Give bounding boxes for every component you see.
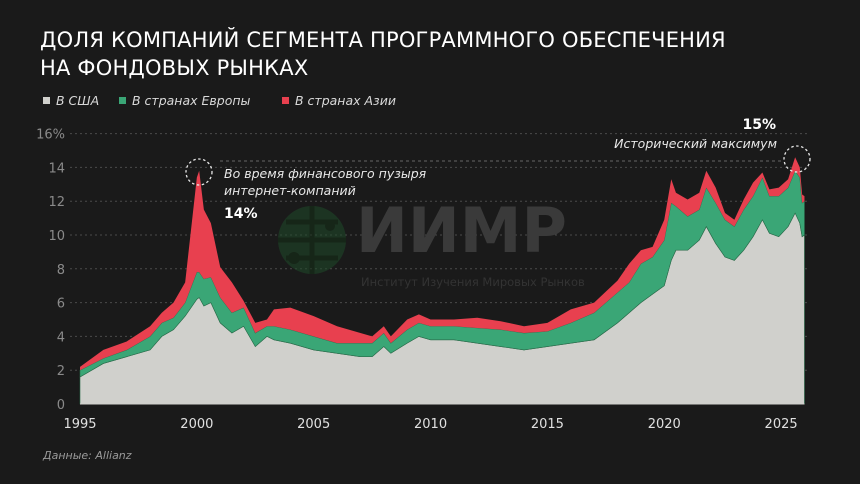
dotcom-annotation-line-2: интернет-компаний (224, 183, 356, 198)
watermark-logo-text: ИИМР (356, 194, 567, 267)
y-tick-label: 14 (48, 161, 65, 176)
legend-swatch-europe (119, 97, 126, 104)
x-axis: 1995 2000 2005 2010 2015 2020 2025 (63, 417, 797, 432)
y-tick-label: 12 (48, 195, 65, 210)
historic-max-value: 15% (742, 117, 776, 133)
chart-title-line-1: ДОЛЯ КОМПАНИЙ СЕГМЕНТА ПРОГРАММНОГО ОБЕС… (40, 27, 726, 52)
x-tick-label: 2025 (765, 417, 798, 432)
y-axis: 0 2 4 6 8 10 12 14 16% (36, 128, 65, 413)
annotation-max: 15% Исторический максимум (614, 117, 811, 173)
x-tick-label: 2000 (180, 417, 213, 432)
x-tick-label: 2015 (531, 417, 564, 432)
legend-swatch-us (43, 97, 50, 104)
legend-label-us: В США (56, 93, 99, 108)
legend-label-asia: В странах Азии (295, 93, 396, 108)
y-tick-label: 0 (57, 398, 65, 413)
historic-max-marker (783, 145, 811, 173)
x-tick-label: 2010 (414, 417, 447, 432)
source-note: Данные: Allianz (42, 449, 132, 462)
dotcom-annotation-value: 14% (224, 206, 258, 222)
y-tick-label: 4 (57, 330, 65, 345)
x-tick-label: 1995 (63, 417, 96, 432)
x-tick-label: 2005 (297, 417, 330, 432)
annotation-dotcom: Во время финансового пузыря интернет-ком… (185, 158, 783, 222)
y-tick-label: 2 (57, 364, 65, 379)
dotcom-peak-marker (185, 158, 213, 186)
chart-title-line-2: НА ФОНДОВЫХ РЫНКАХ (40, 56, 308, 80)
watermark: ИИМР Институт Изучения Мировых Рынков (278, 194, 585, 289)
globe-icon (278, 206, 346, 274)
watermark-subtitle: Институт Изучения Мировых Рынков (361, 275, 585, 289)
x-tick-label: 2020 (648, 417, 681, 432)
historic-max-label: Исторический максимум (614, 136, 777, 151)
legend-label-europe: В странах Европы (132, 93, 251, 108)
y-tick-label: 6 (57, 297, 65, 312)
legend: В США В странах Европы В странах Азии (43, 93, 396, 108)
y-tick-label: 10 (48, 229, 65, 244)
y-tick-label: 8 (57, 263, 65, 278)
dotcom-annotation-line-1: Во время финансового пузыря (224, 166, 427, 181)
y-tick-label: 16% (36, 128, 65, 143)
stacked-areas (79, 157, 805, 405)
legend-swatch-asia (282, 97, 289, 104)
